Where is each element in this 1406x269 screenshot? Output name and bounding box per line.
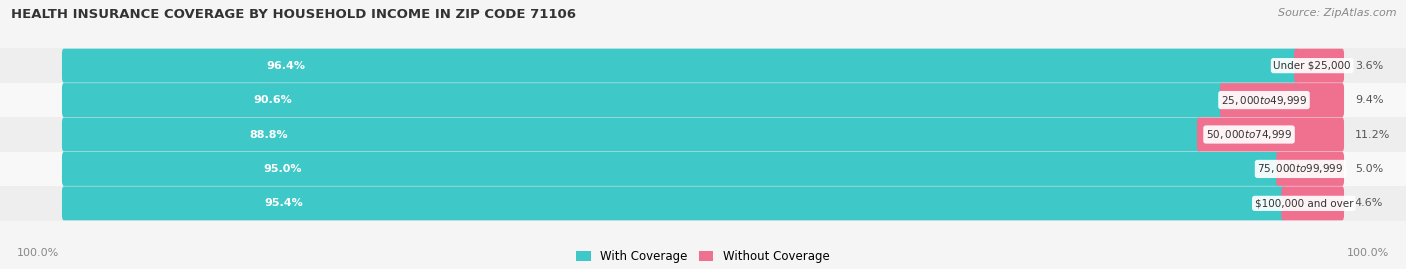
FancyBboxPatch shape [1220,83,1344,117]
FancyBboxPatch shape [62,186,1285,220]
FancyBboxPatch shape [62,49,1298,83]
FancyBboxPatch shape [62,152,1279,186]
Text: Under $25,000: Under $25,000 [1274,61,1351,71]
Bar [0,117,1406,152]
Text: 100.0%: 100.0% [1347,248,1389,258]
Legend: With Coverage, Without Coverage: With Coverage, Without Coverage [576,250,830,263]
Text: HEALTH INSURANCE COVERAGE BY HOUSEHOLD INCOME IN ZIP CODE 71106: HEALTH INSURANCE COVERAGE BY HOUSEHOLD I… [11,8,576,21]
Text: $50,000 to $74,999: $50,000 to $74,999 [1206,128,1292,141]
FancyBboxPatch shape [1281,186,1344,220]
Text: 5.0%: 5.0% [1355,164,1384,174]
Text: 11.2%: 11.2% [1355,129,1391,140]
Text: 4.6%: 4.6% [1355,198,1384,208]
Text: $75,000 to $99,999: $75,000 to $99,999 [1257,162,1344,175]
Text: 100.0%: 100.0% [17,248,59,258]
Bar [0,152,1406,186]
FancyBboxPatch shape [62,118,1201,151]
Bar [0,83,1406,117]
Text: 90.6%: 90.6% [253,95,291,105]
Text: 3.6%: 3.6% [1355,61,1384,71]
FancyBboxPatch shape [1294,49,1344,83]
FancyBboxPatch shape [1197,118,1344,151]
FancyBboxPatch shape [62,83,1223,117]
Bar [0,48,1406,83]
Text: 9.4%: 9.4% [1355,95,1384,105]
FancyBboxPatch shape [1277,152,1344,186]
Text: $25,000 to $49,999: $25,000 to $49,999 [1220,94,1308,107]
Text: 95.0%: 95.0% [263,164,302,174]
Text: Source: ZipAtlas.com: Source: ZipAtlas.com [1278,8,1396,18]
Bar [0,186,1406,221]
Text: 88.8%: 88.8% [249,129,287,140]
Text: $100,000 and over: $100,000 and over [1254,198,1353,208]
Text: 96.4%: 96.4% [266,61,305,71]
Text: 95.4%: 95.4% [264,198,302,208]
